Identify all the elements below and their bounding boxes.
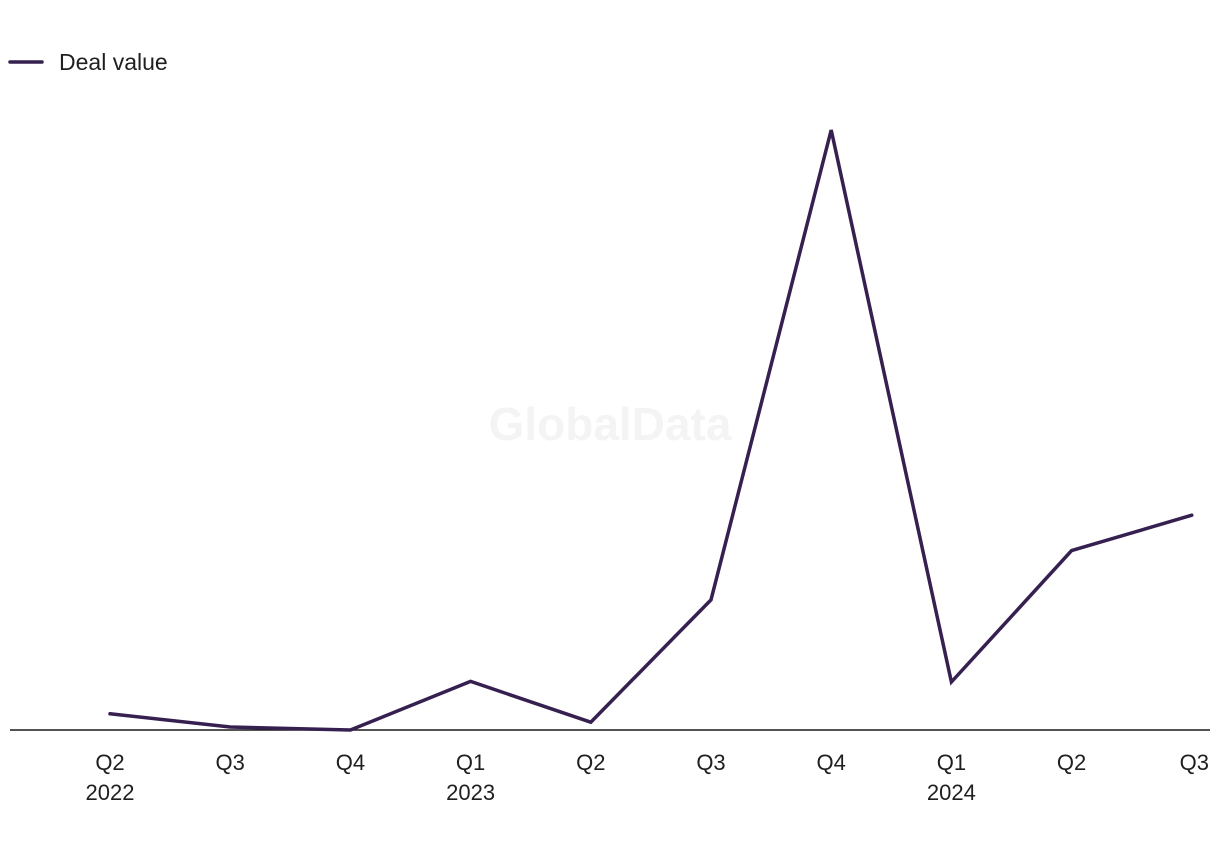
data-point-q4-2022 xyxy=(345,725,355,735)
x-tick-label: Q4 xyxy=(336,750,365,775)
x-tick-year-label: 2023 xyxy=(446,780,495,805)
x-tick-label: Q2 xyxy=(576,750,605,775)
data-point-q3-2024 xyxy=(1187,510,1197,520)
data-point-q2-2022 xyxy=(105,709,115,719)
data-point-q3-2022 xyxy=(225,722,235,732)
x-tick-year-label: 2024 xyxy=(927,780,976,805)
x-tick-label: Q4 xyxy=(817,750,846,775)
x-tick-year-label: 2022 xyxy=(86,780,135,805)
watermark-text: GlobalData xyxy=(489,398,732,450)
legend-label-deal-value: Deal value xyxy=(59,49,168,75)
series-layer xyxy=(105,125,1197,735)
legend: Deal value xyxy=(8,49,168,75)
x-tick-label: Q1 xyxy=(937,750,966,775)
data-point-q1-2023 xyxy=(466,676,476,686)
data-point-q3-2023 xyxy=(706,595,716,605)
x-tick-label: Q3 xyxy=(1180,750,1209,775)
x-tick-label: Q2 xyxy=(95,750,124,775)
x-tick-label: Q3 xyxy=(696,750,725,775)
data-point-q2-2023 xyxy=(586,717,596,727)
data-point-q4-2023 xyxy=(826,125,836,135)
x-tick-label: Q1 xyxy=(456,750,485,775)
data-point-q1-2024 xyxy=(946,677,956,687)
x-tick-label: Q3 xyxy=(216,750,245,775)
x-axis-tick-labels: Q2 2022 Q3 Q4 Q1 2023 Q2 Q3 Q4 Q1 2024 Q2 Q3 xyxy=(86,750,1209,805)
series-line-deal-value xyxy=(108,129,1194,732)
data-point-q2-2024 xyxy=(1067,546,1077,556)
x-tick-label: Q2 xyxy=(1057,750,1086,775)
